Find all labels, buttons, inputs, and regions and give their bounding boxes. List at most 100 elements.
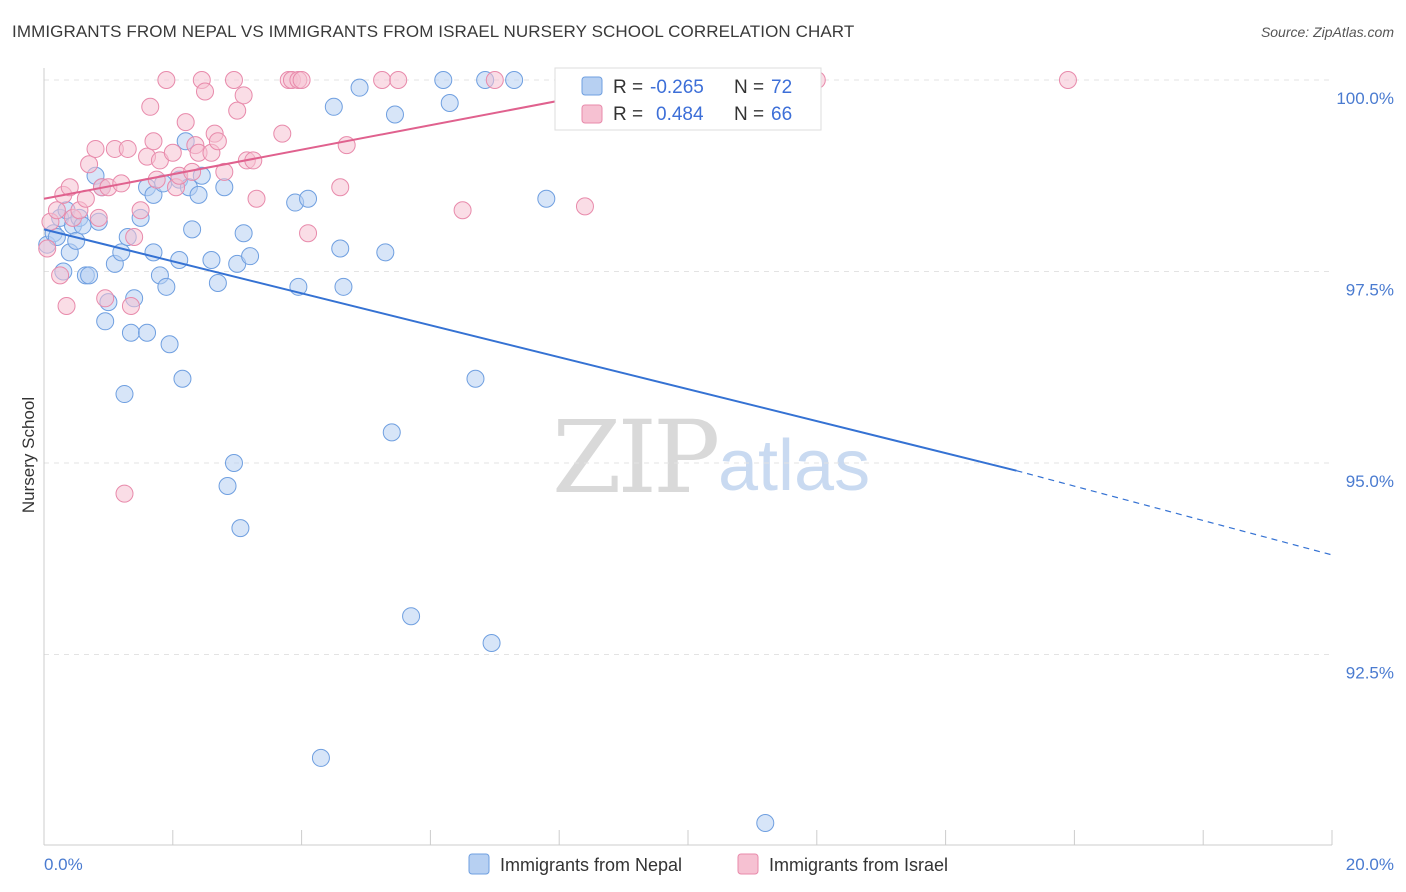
source-label: Source: ZipAtlas.com (1260, 24, 1394, 40)
nepal-point (231, 519, 250, 538)
legend-n-label-nepal: N = (734, 77, 764, 98)
legend-r-value-israel: 0.484 (656, 104, 704, 125)
nepal-point (331, 239, 350, 258)
nepal-point (440, 93, 459, 112)
israel-point (147, 170, 166, 189)
nepal-point (402, 607, 421, 626)
israel-point (80, 155, 99, 174)
israel-point (208, 132, 227, 151)
israel-point (163, 143, 182, 162)
nepal-point (96, 312, 115, 331)
nepal-point (218, 476, 237, 495)
israel-point (47, 201, 66, 220)
israel-point (141, 97, 160, 116)
israel-point (131, 201, 150, 220)
data-points (38, 71, 1077, 833)
israel-point (86, 139, 105, 158)
watermark-atlas: atlas (718, 426, 870, 506)
israel-point (89, 208, 108, 227)
nepal-point (241, 247, 260, 266)
nepal-point (324, 97, 343, 116)
israel-point (176, 113, 195, 132)
israel-point (144, 132, 163, 151)
nepal-point (121, 323, 140, 342)
israel-point (228, 101, 247, 120)
nepal-point (115, 385, 134, 404)
nepal-point (299, 189, 318, 208)
nepal-point (756, 814, 775, 833)
nepal-point (183, 220, 202, 239)
israel-point (1058, 71, 1077, 89)
nepal-point (202, 251, 221, 270)
nepal-point (215, 178, 234, 197)
israel-point (247, 189, 266, 208)
nepal-point (170, 251, 189, 270)
nepal-trend-line (43, 228, 1017, 472)
legend-n-label-israel: N = (734, 104, 764, 125)
israel-point (299, 224, 318, 243)
israel-point (57, 296, 76, 315)
israel-point (96, 289, 115, 308)
israel-point (60, 178, 79, 197)
bottom-legend-label-nepal: Immigrants from Nepal (500, 855, 682, 875)
israel-point (157, 71, 176, 89)
watermark-zip: ZIP (552, 399, 717, 516)
nepal-point (482, 634, 501, 653)
nepal-point (466, 369, 485, 388)
y-axis-label: Nursery School (19, 397, 38, 513)
legend-r-label-israel: R = (613, 104, 643, 125)
israel-point (125, 228, 144, 247)
israel-point (389, 71, 408, 89)
y-tick-label: 95.0% (1346, 472, 1394, 491)
nepal-point (537, 189, 556, 208)
nepal-point (385, 105, 404, 124)
nepal-point (505, 71, 524, 89)
nepal-point (160, 335, 179, 354)
nepal-point (334, 277, 353, 296)
y-tick-label: 92.5% (1346, 664, 1394, 683)
nepal-point (234, 224, 253, 243)
israel-point (121, 296, 140, 315)
stats-legend: R = -0.265 N = 72 R = 0.484 N = 66 (554, 67, 822, 131)
legend-swatch-nepal (581, 76, 603, 96)
chart-title: IMMIGRANTS FROM NEPAL VS IMMIGRANTS FROM… (12, 22, 855, 41)
gridlines (44, 79, 1332, 655)
nepal-point (208, 273, 227, 292)
israel-point (118, 139, 137, 158)
legend-n-value-nepal: 72 (771, 77, 792, 98)
bottom-legend-swatch-nepal (468, 853, 490, 875)
nepal-point (311, 748, 330, 767)
israel-point (234, 86, 253, 105)
x-tick-label-max: 20.0% (1346, 855, 1394, 874)
x-axis-ticks (43, 830, 1333, 845)
israel-point (575, 197, 594, 216)
israel-point (485, 71, 504, 89)
israel-point (224, 71, 243, 89)
y-tick-label: 97.5% (1346, 281, 1394, 300)
nepal-point (80, 266, 99, 285)
bottom-legend-label-israel: Immigrants from Israel (769, 855, 948, 875)
legend-n-value-israel: 66 (771, 104, 792, 125)
y-tick-labels: 100.0% 97.5% 95.0% 92.5% (1336, 89, 1394, 683)
israel-point (51, 266, 70, 285)
israel-point (373, 71, 392, 89)
x-tick-label-min: 0.0% (44, 855, 83, 874)
nepal-point (224, 454, 243, 472)
israel-point (38, 239, 57, 258)
nepal-point (157, 277, 176, 296)
nepal-point (189, 185, 208, 204)
nepal-point (138, 323, 157, 342)
israel-point (115, 484, 134, 503)
legend-swatch-israel (581, 104, 603, 124)
series-legend: Immigrants from Nepal Immigrants from Is… (468, 853, 948, 875)
nepal-point (434, 71, 453, 89)
y-tick-label: 100.0% (1336, 89, 1394, 108)
israel-point (292, 71, 311, 89)
bottom-legend-swatch-israel (737, 853, 759, 875)
israel-point (331, 178, 350, 197)
nepal-point (173, 369, 192, 388)
nepal-point (376, 243, 395, 262)
israel-point (453, 201, 472, 220)
legend-r-label-nepal: R = (613, 77, 643, 98)
